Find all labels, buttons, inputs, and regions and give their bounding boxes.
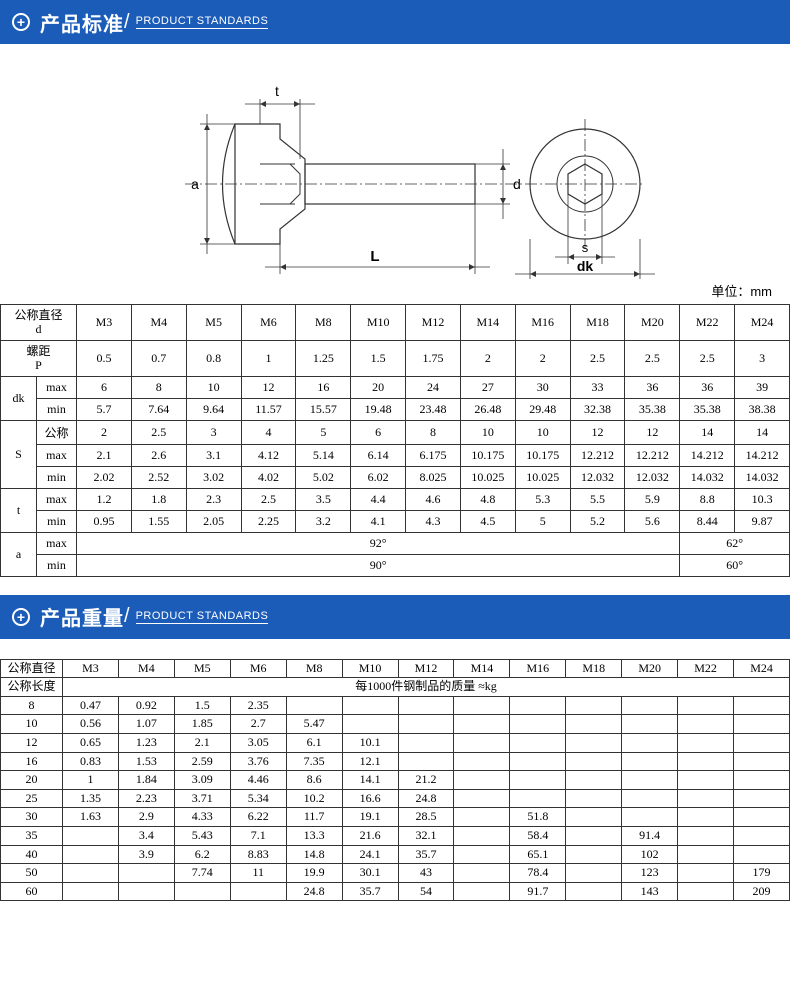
weight-table: 公称直径M3M4M5M6M8M10M12M14M16M18M20M22M24公称…	[0, 659, 790, 902]
header1-title: 产品标准	[40, 8, 124, 37]
svg-text:a: a	[191, 176, 199, 192]
plus-icon: +	[12, 13, 30, 31]
svg-text:s: s	[582, 240, 589, 255]
standards-table: 公称直径dM3M4M5M6M8M10M12M14M16M18M20M22M24螺…	[0, 304, 790, 577]
section-header-weight: + 产品重量 / PRODUCT STANDARDS	[0, 595, 790, 639]
section-header-standards: + 产品标准 / PRODUCT STANDARDS	[0, 0, 790, 44]
unit-label: 单位：mm	[711, 281, 772, 300]
header2-title: 产品重量	[40, 602, 124, 631]
header1-sub: PRODUCT STANDARDS	[136, 15, 269, 29]
header2-sub: PRODUCT STANDARDS	[136, 610, 269, 624]
svg-text:d: d	[513, 176, 521, 192]
plus-icon: +	[12, 608, 30, 626]
screw-diagram: t a d L s dk	[115, 64, 675, 284]
svg-text:dk: dk	[577, 258, 594, 274]
svg-text:L: L	[370, 248, 379, 265]
diagram-area: t a d L s dk 单位：mm	[0, 44, 790, 304]
svg-text:t: t	[275, 83, 279, 99]
